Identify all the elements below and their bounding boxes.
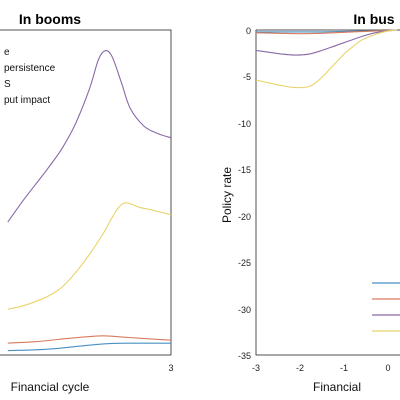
booms-legend-entry: S xyxy=(4,79,11,90)
busts-series-line-3 xyxy=(255,29,397,56)
busts-plot-frame xyxy=(255,29,400,356)
busts-y-tick: -25 xyxy=(238,258,251,268)
busts-series-line-4 xyxy=(255,29,397,89)
booms-series-line-4 xyxy=(7,50,172,223)
busts-legend xyxy=(372,282,400,332)
busts-x-tick: 0 xyxy=(385,363,390,373)
busts-x-tick: -1 xyxy=(340,363,348,373)
busts-panel: In bus 0 -5 -10 -15 -20 -25 -30 -35 -3 -… xyxy=(220,11,400,394)
busts-y-tick: -20 xyxy=(238,212,251,222)
busts-y-tick: 0 xyxy=(246,26,251,36)
busts-y-tick: -15 xyxy=(238,165,251,175)
busts-y-label: Policy rate xyxy=(220,167,234,223)
booms-plot-frame xyxy=(0,29,172,356)
busts-x-tick: -2 xyxy=(296,363,304,373)
busts-series-group xyxy=(255,29,397,89)
busts-title: In bus xyxy=(353,11,394,27)
booms-series-group xyxy=(7,50,172,352)
booms-title: In booms xyxy=(19,11,81,27)
booms-x-label: Financial cycle xyxy=(11,380,90,394)
booms-x-tick: 3 xyxy=(168,363,173,373)
booms-series-line-3 xyxy=(7,202,172,310)
booms-legend-entry: put impact xyxy=(4,95,50,106)
busts-y-tick: -10 xyxy=(238,119,251,129)
busts-x-tick: -3 xyxy=(252,363,260,373)
booms-series-line-2 xyxy=(7,335,172,344)
busts-x-label: Financial xyxy=(313,380,361,394)
booms-legend-entry: e xyxy=(4,47,10,58)
booms-series-line-1 xyxy=(7,342,171,352)
busts-y-tick: -30 xyxy=(238,305,251,315)
busts-y-tick: -5 xyxy=(243,72,251,82)
booms-legend-entry: persistence xyxy=(4,63,56,74)
busts-y-tick: -35 xyxy=(238,351,251,361)
